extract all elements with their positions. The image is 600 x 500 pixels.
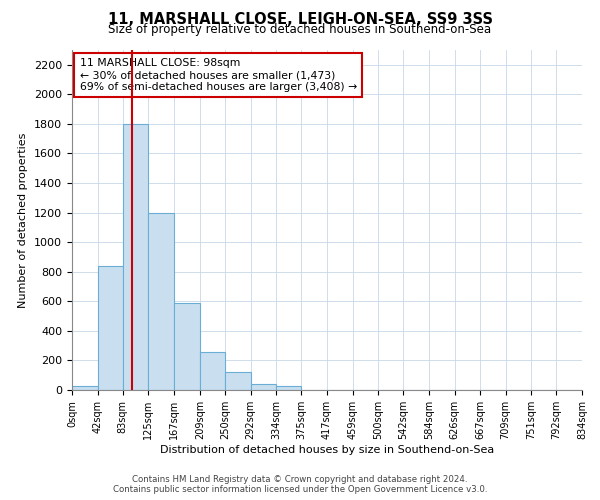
Text: 11, MARSHALL CLOSE, LEIGH-ON-SEA, SS9 3SS: 11, MARSHALL CLOSE, LEIGH-ON-SEA, SS9 3S… bbox=[107, 12, 493, 28]
Bar bbox=[276, 386, 301, 390]
Bar bbox=[200, 352, 225, 390]
Bar bbox=[251, 384, 276, 390]
Y-axis label: Number of detached properties: Number of detached properties bbox=[19, 132, 28, 308]
Text: 11 MARSHALL CLOSE: 98sqm
← 30% of detached houses are smaller (1,473)
69% of sem: 11 MARSHALL CLOSE: 98sqm ← 30% of detach… bbox=[80, 58, 357, 92]
Text: Contains HM Land Registry data © Crown copyright and database right 2024.
Contai: Contains HM Land Registry data © Crown c… bbox=[113, 474, 487, 494]
Bar bbox=[123, 124, 148, 390]
Bar bbox=[72, 386, 98, 390]
Bar bbox=[225, 372, 251, 390]
Bar bbox=[148, 212, 174, 390]
X-axis label: Distribution of detached houses by size in Southend-on-Sea: Distribution of detached houses by size … bbox=[160, 444, 494, 454]
Bar bbox=[174, 303, 200, 390]
Text: Size of property relative to detached houses in Southend-on-Sea: Size of property relative to detached ho… bbox=[109, 22, 491, 36]
Bar bbox=[98, 266, 123, 390]
